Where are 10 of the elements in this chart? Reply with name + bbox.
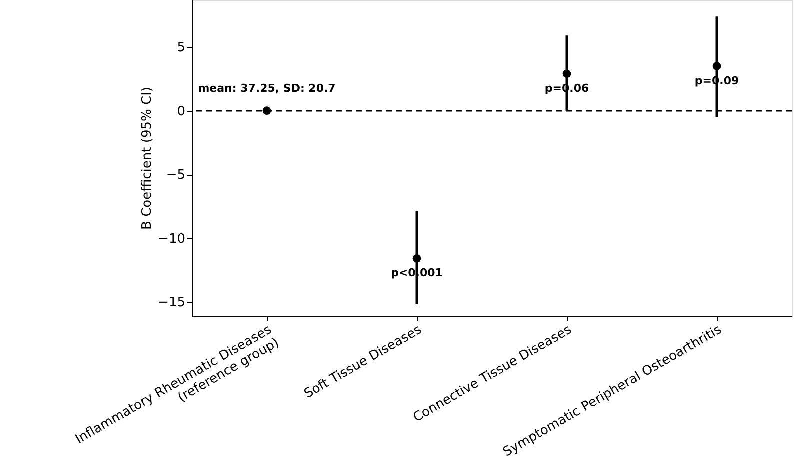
annotation: mean: 37.25, SD: 20.7 <box>198 82 336 95</box>
point <box>562 70 572 78</box>
y-tick-label: 5 <box>177 40 186 56</box>
point <box>412 254 422 263</box>
y-axis-title: B Coefficient (95% CI) <box>140 87 156 230</box>
y-tick-label: −5 <box>166 168 186 184</box>
y-tick-label: 0 <box>177 104 186 120</box>
y-tick-label: −15 <box>158 295 186 310</box>
y-tick-label: −10 <box>158 232 186 247</box>
point <box>712 62 722 70</box>
